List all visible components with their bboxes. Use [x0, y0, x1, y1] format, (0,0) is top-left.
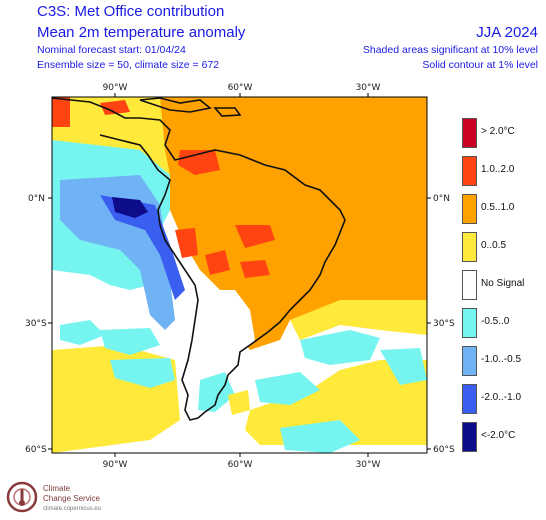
coastline	[51, 97, 346, 421]
title-line-1: C3S: Met Office contribution	[37, 3, 225, 20]
lon-tick-top-60w: 60°W	[228, 83, 253, 93]
legend-item-1-2: 1.0..2.0	[462, 156, 546, 186]
lat-tick-right-30s: 30°S	[433, 319, 455, 329]
legend-swatch	[462, 156, 477, 186]
ensemble-size-text: Ensemble size = 50, climate size = 672	[37, 59, 220, 71]
legend-swatch	[462, 384, 477, 414]
legend-item-no-signal: No Signal	[462, 270, 546, 300]
legend-swatch	[462, 270, 477, 300]
legend-item-05-1: 0.5..1.0	[462, 194, 546, 224]
logo-text-line1: Climate	[43, 484, 71, 493]
legend-label: 0..0.5	[481, 240, 507, 251]
lat-tick-right-0: 0°N	[433, 194, 450, 204]
lon-tick-bottom-90w: 90°W	[103, 460, 128, 470]
season-label: JJA 2024	[476, 24, 538, 41]
legend-swatch	[462, 118, 477, 148]
graticule-ticks	[48, 93, 431, 457]
forecast-start-text: Nominal forecast start: 01/04/24	[37, 44, 186, 56]
legend-item-neg2-neg1: -2.0..-1.0	[462, 384, 546, 414]
lon-tick-top-90w: 90°W	[103, 83, 128, 93]
title-line-2: Mean 2m temperature anomaly	[37, 24, 246, 41]
legend-label: <-2.0°C	[481, 430, 516, 441]
logo-url: climate.copernicus.eu	[43, 506, 102, 512]
legend-swatch	[462, 422, 477, 452]
legend-label: 0.5..1.0	[481, 202, 515, 213]
legend-item-neg1-neg05: -1.0..-0.5	[462, 346, 546, 376]
significance-note-contour: Solid contour at 1% level	[422, 59, 538, 71]
significance-note-shaded: Shaded areas significant at 10% level	[362, 44, 538, 56]
legend-label: > 2.0°C	[481, 126, 515, 137]
legend-label: 1.0..2.0	[481, 164, 515, 175]
lon-tick-top-30w: 30°W	[356, 83, 381, 93]
legend-item-lt-neg2: <-2.0°C	[462, 422, 546, 452]
lat-tick-left-0: 0°N	[28, 194, 45, 204]
legend-label: No Signal	[481, 278, 525, 289]
lat-tick-left-30s: 30°S	[25, 319, 47, 329]
copernicus-logo: Climate Change Service climate.copernicu…	[5, 478, 125, 518]
legend-item-gt-2: > 2.0°C	[462, 118, 546, 148]
map-field	[52, 97, 427, 453]
logo-text-line2: Change Service	[43, 494, 100, 503]
legend-swatch	[462, 194, 477, 224]
legend-label: -1.0..-0.5	[481, 354, 522, 365]
legend-item-neg05-0: -0.5..0	[462, 308, 546, 338]
legend-swatch	[462, 232, 477, 262]
legend-swatch	[462, 308, 477, 338]
legend-item-0-05: 0..0.5	[462, 232, 546, 262]
legend-label: -0.5..0	[481, 316, 510, 327]
climate-service-logo-icon	[6, 481, 38, 513]
legend-swatch	[462, 346, 477, 376]
lon-tick-bottom-30w: 30°W	[356, 460, 381, 470]
legend-label: -2.0..-1.0	[481, 392, 522, 403]
lon-tick-bottom-60w: 60°W	[228, 460, 253, 470]
lat-tick-right-60s: 60°S	[433, 445, 455, 455]
lat-tick-left-60s: 60°S	[25, 445, 47, 455]
